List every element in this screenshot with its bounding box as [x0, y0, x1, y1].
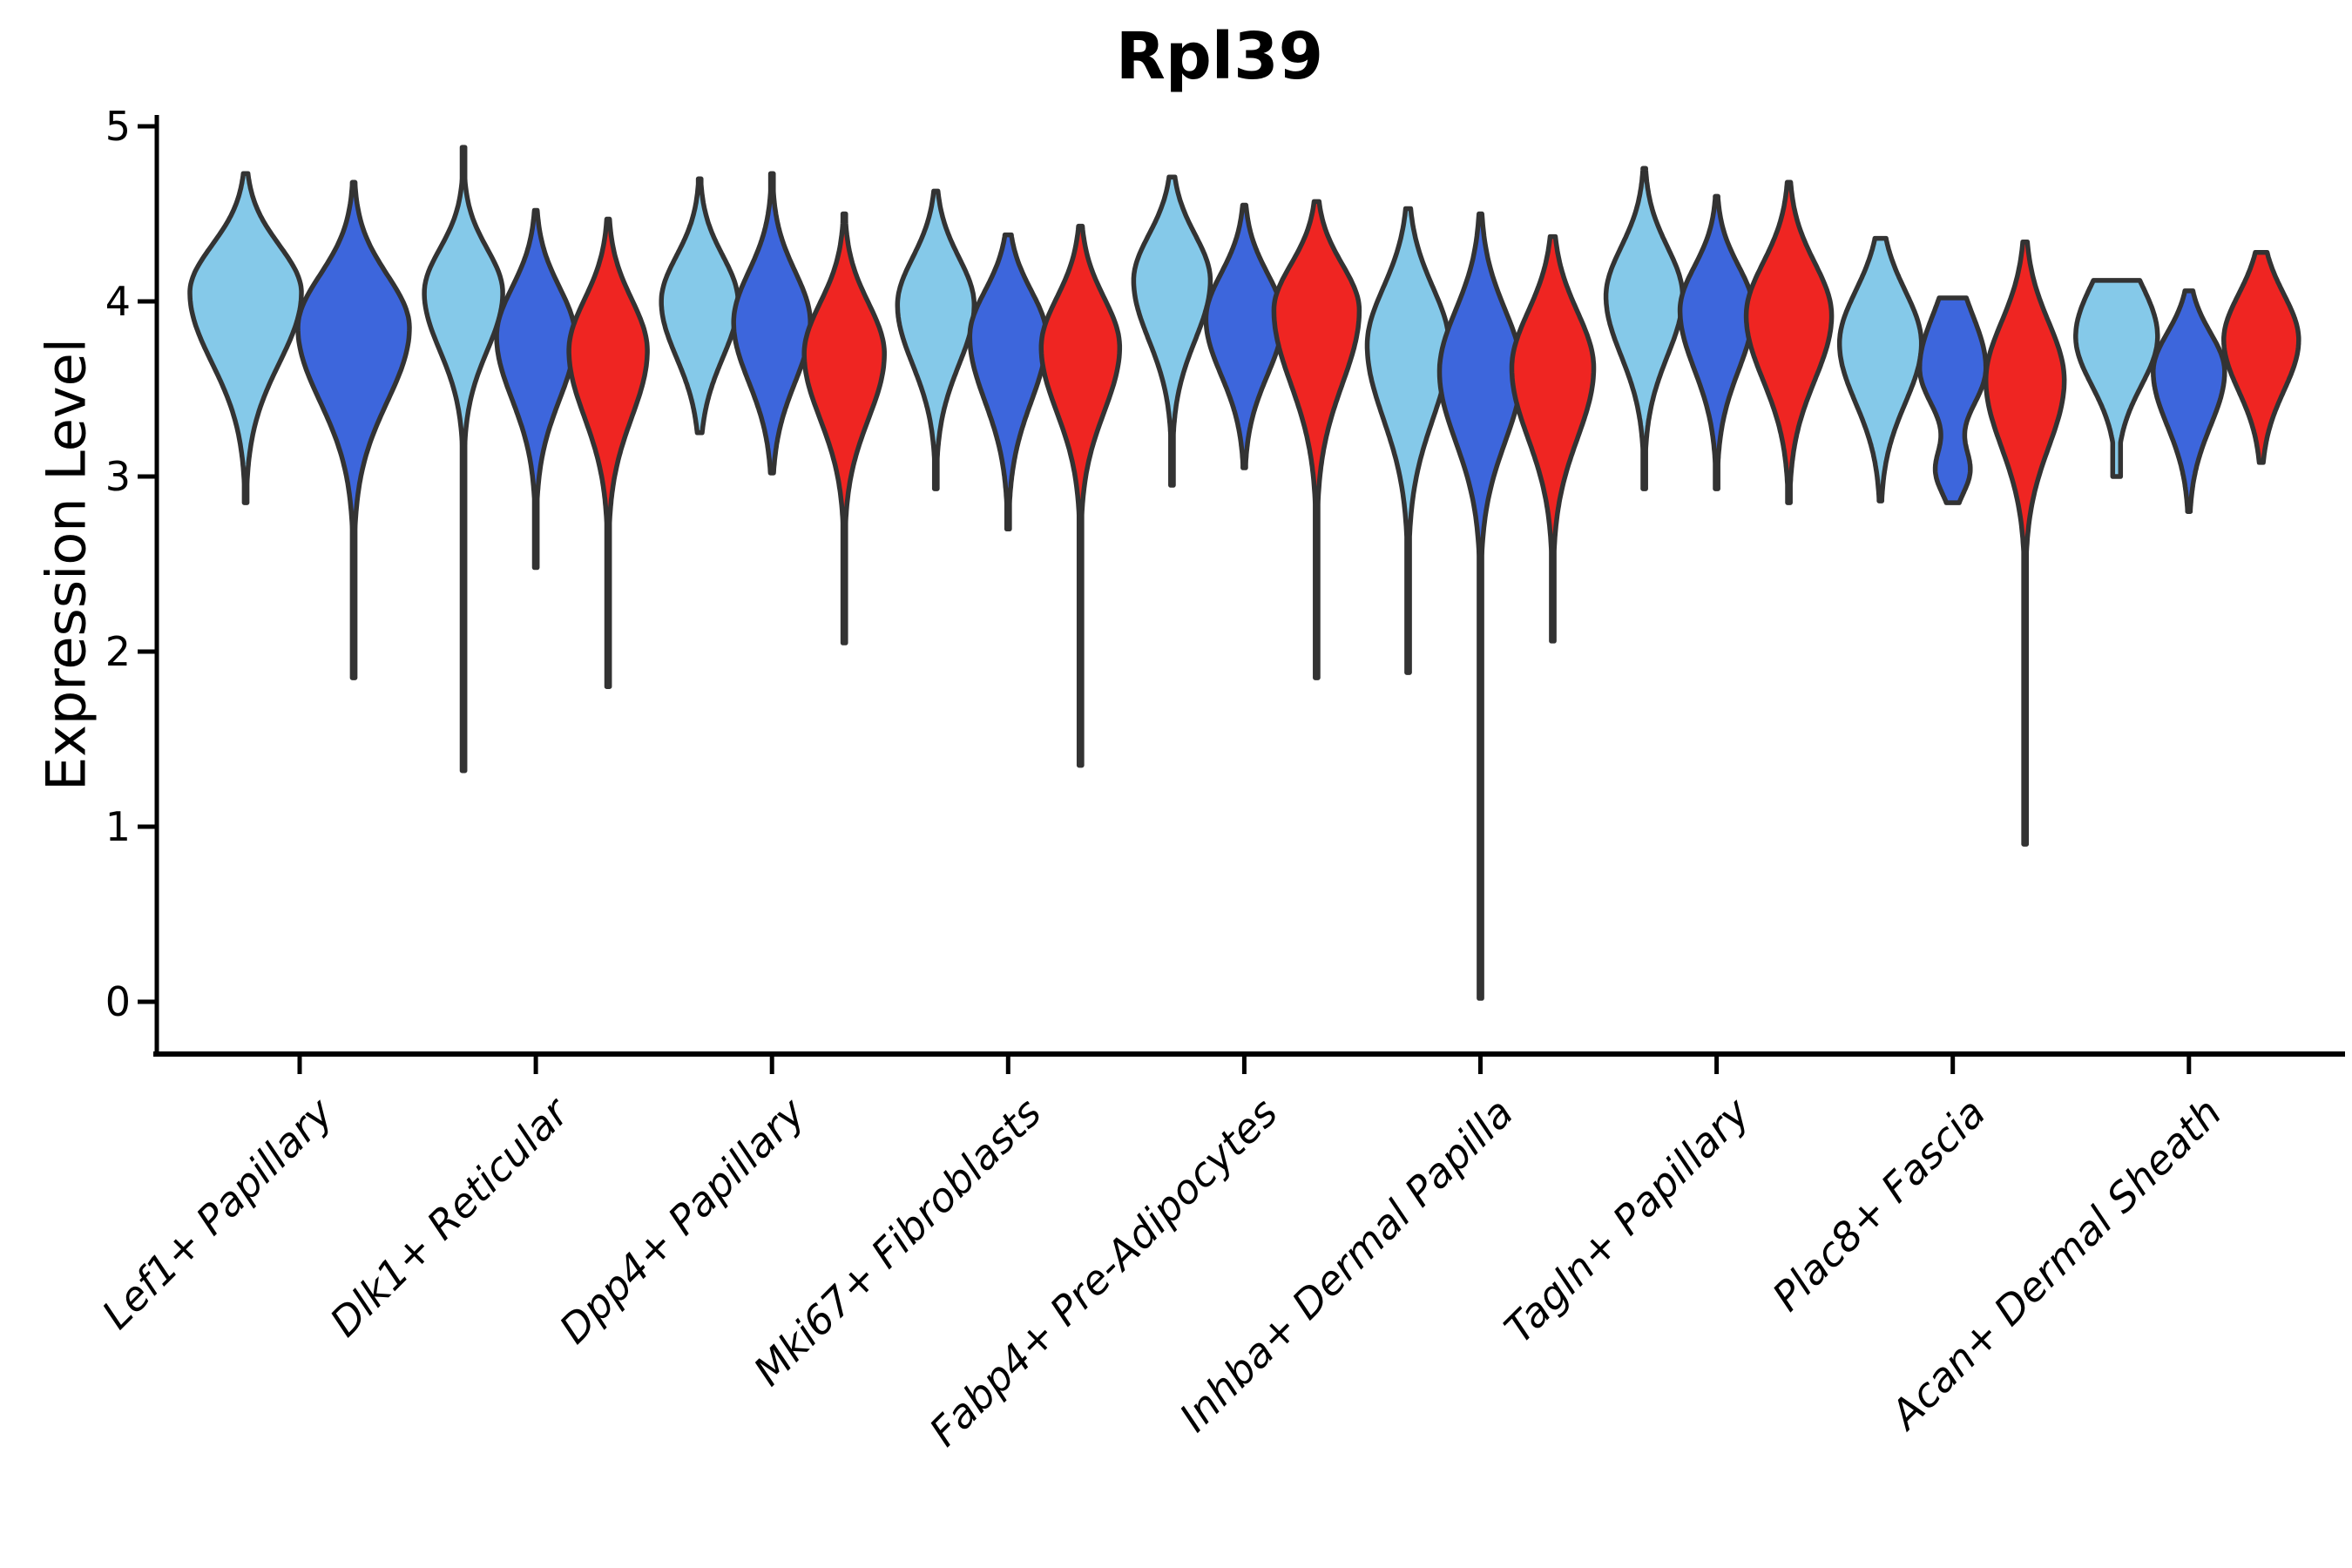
violin-inhba-dermal-papilla-blue: [1436, 211, 1524, 1001]
violin-mki67-fibroblasts-red: [1038, 223, 1123, 768]
violin-acan-dermal-sheath-red: [2221, 249, 2301, 465]
violin-dlk1-reticular-blue: [494, 207, 578, 571]
violin-dlk1-reticular-light_blue: [422, 145, 505, 774]
violin-lef1-papillary-blue: [295, 179, 412, 680]
violin-plac8-fascia-blue: [1916, 295, 1989, 505]
violin-dpp4-papillary-red: [801, 211, 887, 645]
violin-acan-dermal-sheath-light_blue: [2073, 278, 2160, 479]
y-tick-label-5: 5: [105, 103, 131, 150]
violin-mki67-fibroblasts-blue: [967, 232, 1050, 532]
y-tick-label-1: 1: [105, 803, 131, 850]
violin-inhba-dermal-papilla-light_blue: [1364, 206, 1452, 675]
violin-fabp4-pre-adipocytes-red: [1271, 199, 1362, 680]
violin-fabp4-pre-adipocytes-blue: [1203, 202, 1286, 470]
y-tick-label-2: 2: [105, 628, 131, 675]
y-tick-label-0: 0: [105, 978, 131, 1025]
violin-mki67-fibroblasts-light_blue: [895, 188, 977, 491]
y-tick-label-4: 4: [105, 278, 131, 325]
violin-tagln-papillary-red: [1743, 179, 1835, 505]
violin-acan-dermal-sheath-blue: [2151, 288, 2227, 514]
violin-tagln-papillary-light_blue: [1603, 166, 1686, 491]
violin-dpp4-papillary-light_blue: [659, 176, 740, 436]
violin-plac8-fascia-red: [1983, 239, 2067, 847]
violin-tagln-papillary-blue: [1677, 193, 1756, 491]
violin-dlk1-reticular-red: [566, 216, 650, 689]
y-tick-label-3: 3: [105, 453, 131, 500]
violin-inhba-dermal-papilla-red: [1509, 233, 1597, 644]
violin-plac8-fascia-light_blue: [1836, 235, 1924, 504]
chart-title: Rpl39: [1115, 19, 1324, 94]
violin-lef1-papillary-light_blue: [187, 171, 304, 505]
violin-dpp4-papillary-blue: [731, 171, 813, 476]
violin-fabp4-pre-adipocytes-light_blue: [1131, 174, 1213, 488]
